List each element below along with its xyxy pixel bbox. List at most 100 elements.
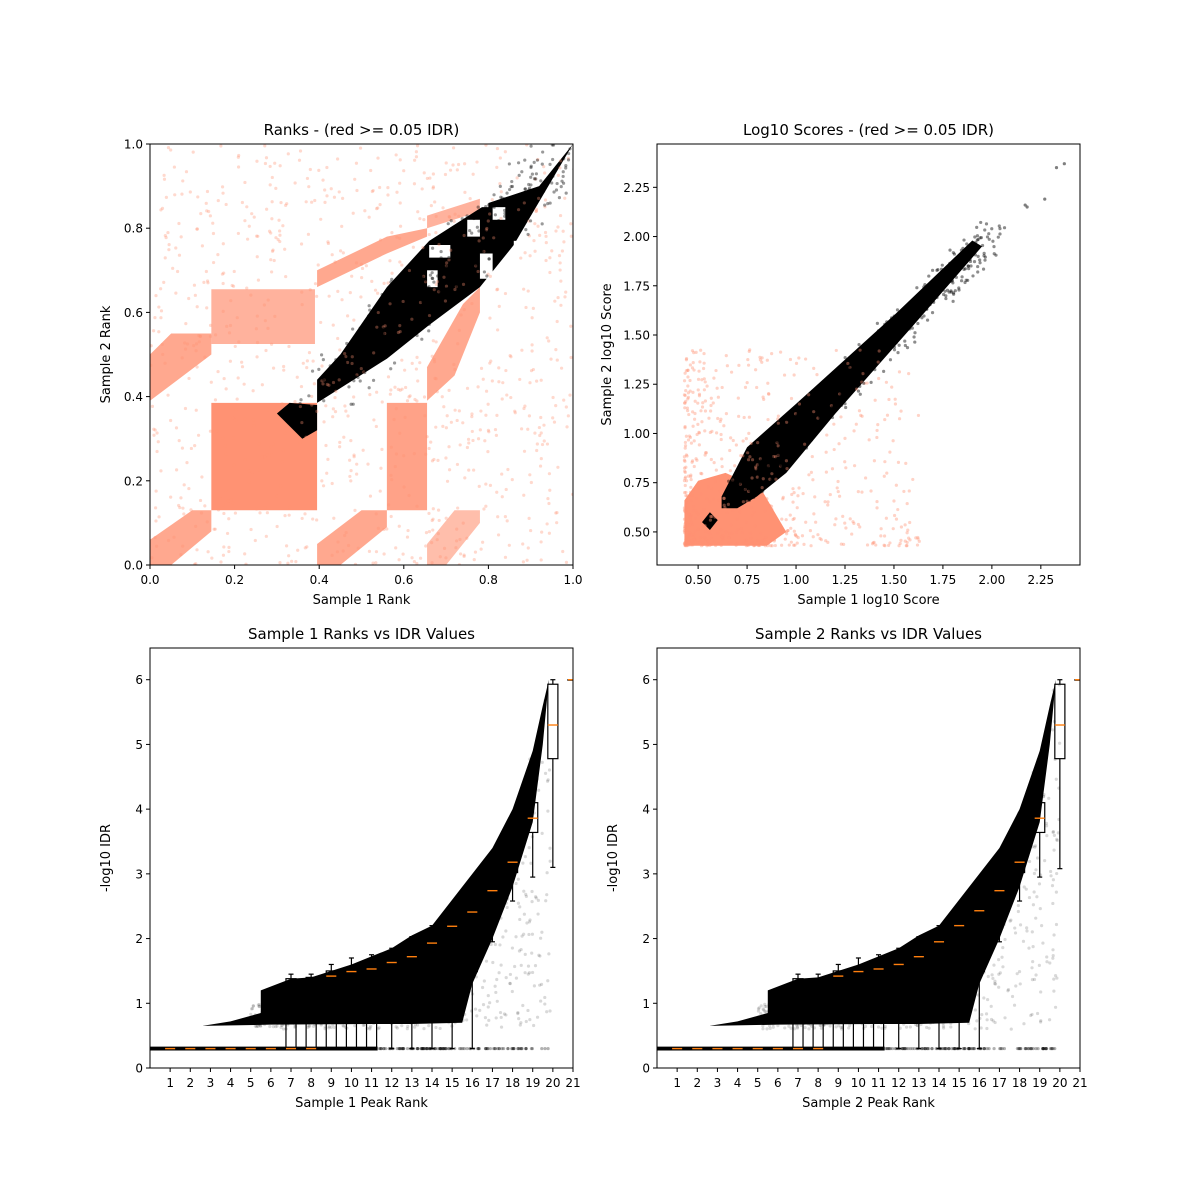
- scatter-point: [394, 1025, 398, 1029]
- scatter-point: [920, 1046, 924, 1051]
- scatter-point: [317, 168, 321, 172]
- scatter-point: [437, 272, 441, 276]
- scatter-point: [169, 148, 173, 152]
- scatter-point: [320, 1013, 325, 1017]
- scatter-point: [495, 977, 499, 982]
- scatter-point: [513, 411, 517, 415]
- scatter-point: [905, 985, 909, 989]
- scatter-point: [379, 1009, 384, 1013]
- scatter-point: [910, 1046, 914, 1051]
- scatter-point: [883, 322, 887, 326]
- scatter-point: [159, 309, 164, 313]
- scatter-point: [692, 533, 696, 537]
- scatter-point: [523, 187, 527, 191]
- scatter-point: [154, 489, 158, 493]
- scatter-point: [430, 561, 434, 565]
- scatter-point: [757, 543, 761, 547]
- scatter-point: [456, 915, 460, 919]
- scatter-point: [394, 407, 398, 411]
- scatter-point: [265, 1003, 269, 1008]
- scatter-point: [278, 1020, 282, 1024]
- scatter-point: [890, 1013, 894, 1017]
- scatter-point: [682, 458, 687, 462]
- scatter-point: [376, 1015, 381, 1019]
- scatter-point: [219, 144, 223, 148]
- scatter-point: [330, 553, 334, 558]
- scatter-point: [731, 509, 735, 513]
- scatter-point: [386, 281, 390, 285]
- scatter-point: [263, 506, 267, 510]
- scatter-point: [384, 1012, 388, 1016]
- scatter-point: [866, 344, 871, 348]
- scatter-point: [871, 541, 875, 545]
- scatter-point: [826, 396, 830, 400]
- scatter-point: [357, 1010, 361, 1014]
- scatter-point: [691, 424, 695, 428]
- scatter-point: [712, 376, 716, 380]
- scatter-point: [447, 445, 451, 449]
- scatter-point: [385, 527, 389, 531]
- scatter-point: [405, 1046, 410, 1051]
- scatter-point: [307, 351, 312, 355]
- scatter-point: [789, 436, 794, 441]
- scatter-point: [268, 1014, 272, 1018]
- scatter-point: [506, 467, 510, 472]
- scatter-point: [769, 504, 774, 508]
- scatter-point: [531, 367, 535, 372]
- scatter-point: [904, 1016, 908, 1020]
- scatter-point: [424, 1012, 428, 1017]
- scatter-point: [408, 322, 412, 326]
- scatter-point: [517, 173, 521, 177]
- scatter-point: [155, 449, 159, 454]
- scatter-point: [555, 521, 559, 525]
- scatter-point: [281, 448, 285, 452]
- boxplot-1: [671, 1047, 683, 1050]
- scatter-point: [757, 1017, 761, 1021]
- scatter-point: [874, 995, 878, 999]
- scatter-point: [443, 266, 448, 270]
- scatter-point: [494, 433, 499, 437]
- scatter-point: [194, 342, 199, 346]
- scatter-point: [973, 235, 977, 239]
- scatter-point: [251, 418, 256, 422]
- scatter-point: [903, 339, 907, 343]
- scatter-point: [510, 946, 515, 950]
- scatter-point: [501, 935, 505, 939]
- scatter-point: [476, 437, 481, 441]
- subplot-2: 0.50 0.75 1.00 1.25 1.50 1.75 2.00 2.250.500.75…: [600, 121, 1081, 608]
- scatter-point: [376, 156, 380, 160]
- scatter-point: [373, 990, 377, 994]
- scatter-point: [713, 480, 717, 484]
- x-tick-label: 14: [931, 1076, 946, 1090]
- scatter-point: [557, 254, 562, 258]
- scatter-point: [415, 1023, 420, 1027]
- scatter-point: [1025, 832, 1029, 836]
- scatter-point: [370, 333, 374, 338]
- scatter-point: [682, 526, 687, 530]
- scatter-point: [370, 996, 375, 1000]
- scatter-point: [1051, 1046, 1055, 1051]
- scatter-point: [427, 1014, 431, 1018]
- scatter-point: [579, 133, 582, 136]
- scatter-point: [689, 473, 693, 477]
- scatter-point: [796, 1023, 800, 1027]
- scatter-point: [530, 889, 534, 894]
- scatter-point: [160, 206, 165, 210]
- scatter-point: [1009, 834, 1014, 838]
- scatter-point: [795, 1025, 800, 1029]
- scatter-point: [847, 376, 852, 380]
- scatter-point: [356, 1008, 360, 1012]
- scatter-point: [270, 217, 274, 221]
- scatter-point: [896, 507, 900, 512]
- scatter-point: [867, 999, 871, 1004]
- scatter-point: [957, 938, 962, 942]
- scatter-point: [257, 1004, 261, 1009]
- scatter-point: [268, 1024, 272, 1029]
- scatter-point: [452, 219, 456, 223]
- scatter-point: [255, 314, 259, 318]
- scatter-point: [997, 902, 1002, 906]
- scatter-point: [716, 541, 721, 546]
- scatter-point: [759, 531, 763, 536]
- scatter-point: [785, 420, 789, 424]
- scatter-point: [809, 544, 813, 548]
